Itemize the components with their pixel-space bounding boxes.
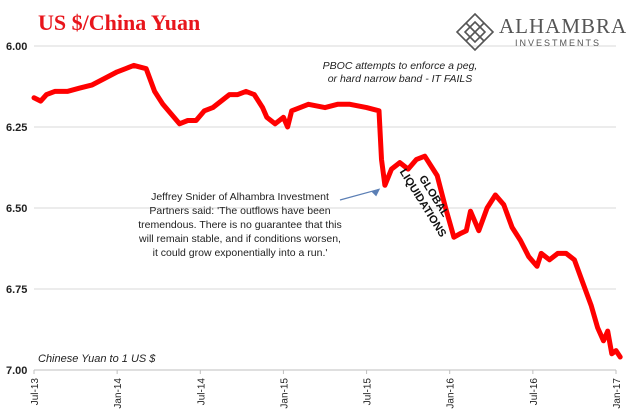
gridlines [34,45,616,371]
y-tick-label-0: 6.00 [6,41,27,53]
alhambra-logo: ALHAMBRA INVESTMENTS [455,12,630,52]
diamond-lattice-logo-icon [455,12,495,52]
quote-line-4: will remain stable, and if conditions wo… [139,233,341,245]
y-tick-label-3: 6.75 [6,284,27,296]
pboc-annotation: PBOC attempts to enforce a peg, or hard … [300,60,500,86]
y-tick-labels: 6.00 6.25 6.50 6.75 7.00 [6,41,27,377]
pboc-line-1: PBOC attempts to enforce a peg, [322,60,478,72]
quote-annotation: Jeffrey Snider of Alhambra Investment Pa… [110,190,370,260]
y-tick-label-4: 7.00 [6,365,27,377]
x-tick-label-6: Jul-16 [529,378,540,406]
x-tick-label-0: Jul-13 [30,378,41,406]
y-tick-label-2: 6.50 [6,203,27,215]
x-tick-label-2: Jul-14 [196,378,207,406]
x-tick-label-7: Jan-17 [612,378,623,409]
arrow-head [371,188,381,197]
logo-name: ALHAMBRA [499,14,628,38]
x-tick-labels: Jul-13 Jan-14 Jul-14 Jan-15 Jul-15 Jan-16 Jul-… [30,370,623,409]
logo-sub: INVESTMENTS [515,38,602,48]
x-tick-label-1: Jan-14 [113,378,124,409]
annotation-arrow [339,188,381,201]
series-line-0 [31,62,623,360]
x-tick-label-3: Jan-15 [279,378,290,409]
quote-line-5: it could grow exponentially into a run.' [152,247,328,259]
quote-line-1: Jeffrey Snider of Alhambra Investment [151,191,329,203]
chart-title: US $/China Yuan [38,10,201,35]
quote-line-2: Partners said: 'The outflows have been [149,205,331,217]
series-line [31,62,623,360]
pboc-line-2: or hard narrow band - IT FAILS [327,73,473,85]
axis-note: Chinese Yuan to 1 US $ [38,353,156,365]
quote-line-3: tremendous. There is no guarantee that t… [138,219,342,231]
y-tick-label-1: 6.25 [6,122,27,134]
x-tick-label-4: Jul-15 [363,378,374,406]
x-tick-label-5: Jan-16 [446,378,457,409]
